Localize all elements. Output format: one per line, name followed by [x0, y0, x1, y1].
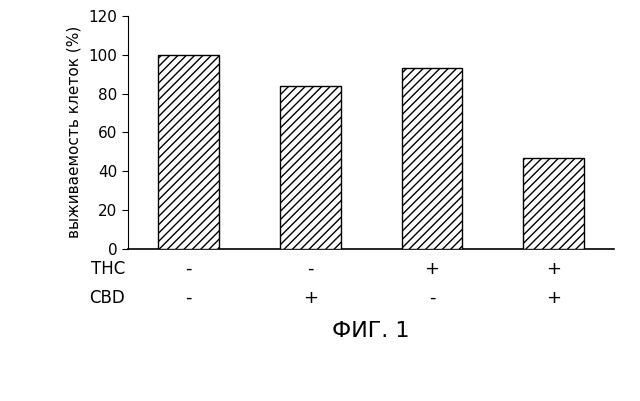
Text: THC: THC	[90, 260, 125, 278]
Text: +: +	[424, 260, 440, 278]
Text: -: -	[307, 260, 314, 278]
Text: -: -	[186, 289, 192, 307]
Bar	[402, 68, 462, 249]
Text: -: -	[429, 289, 435, 307]
Bar	[280, 86, 341, 249]
Text: CBD: CBD	[89, 289, 125, 307]
Y-axis label: выживаемость клеток (%): выживаемость клеток (%)	[67, 26, 82, 239]
Bar	[524, 158, 584, 249]
Text: +: +	[546, 260, 561, 278]
Bar	[158, 55, 219, 249]
Text: ФИГ. 1: ФИГ. 1	[332, 320, 410, 340]
Text: +: +	[546, 289, 561, 307]
Text: +: +	[303, 289, 318, 307]
Text: -: -	[186, 260, 192, 278]
